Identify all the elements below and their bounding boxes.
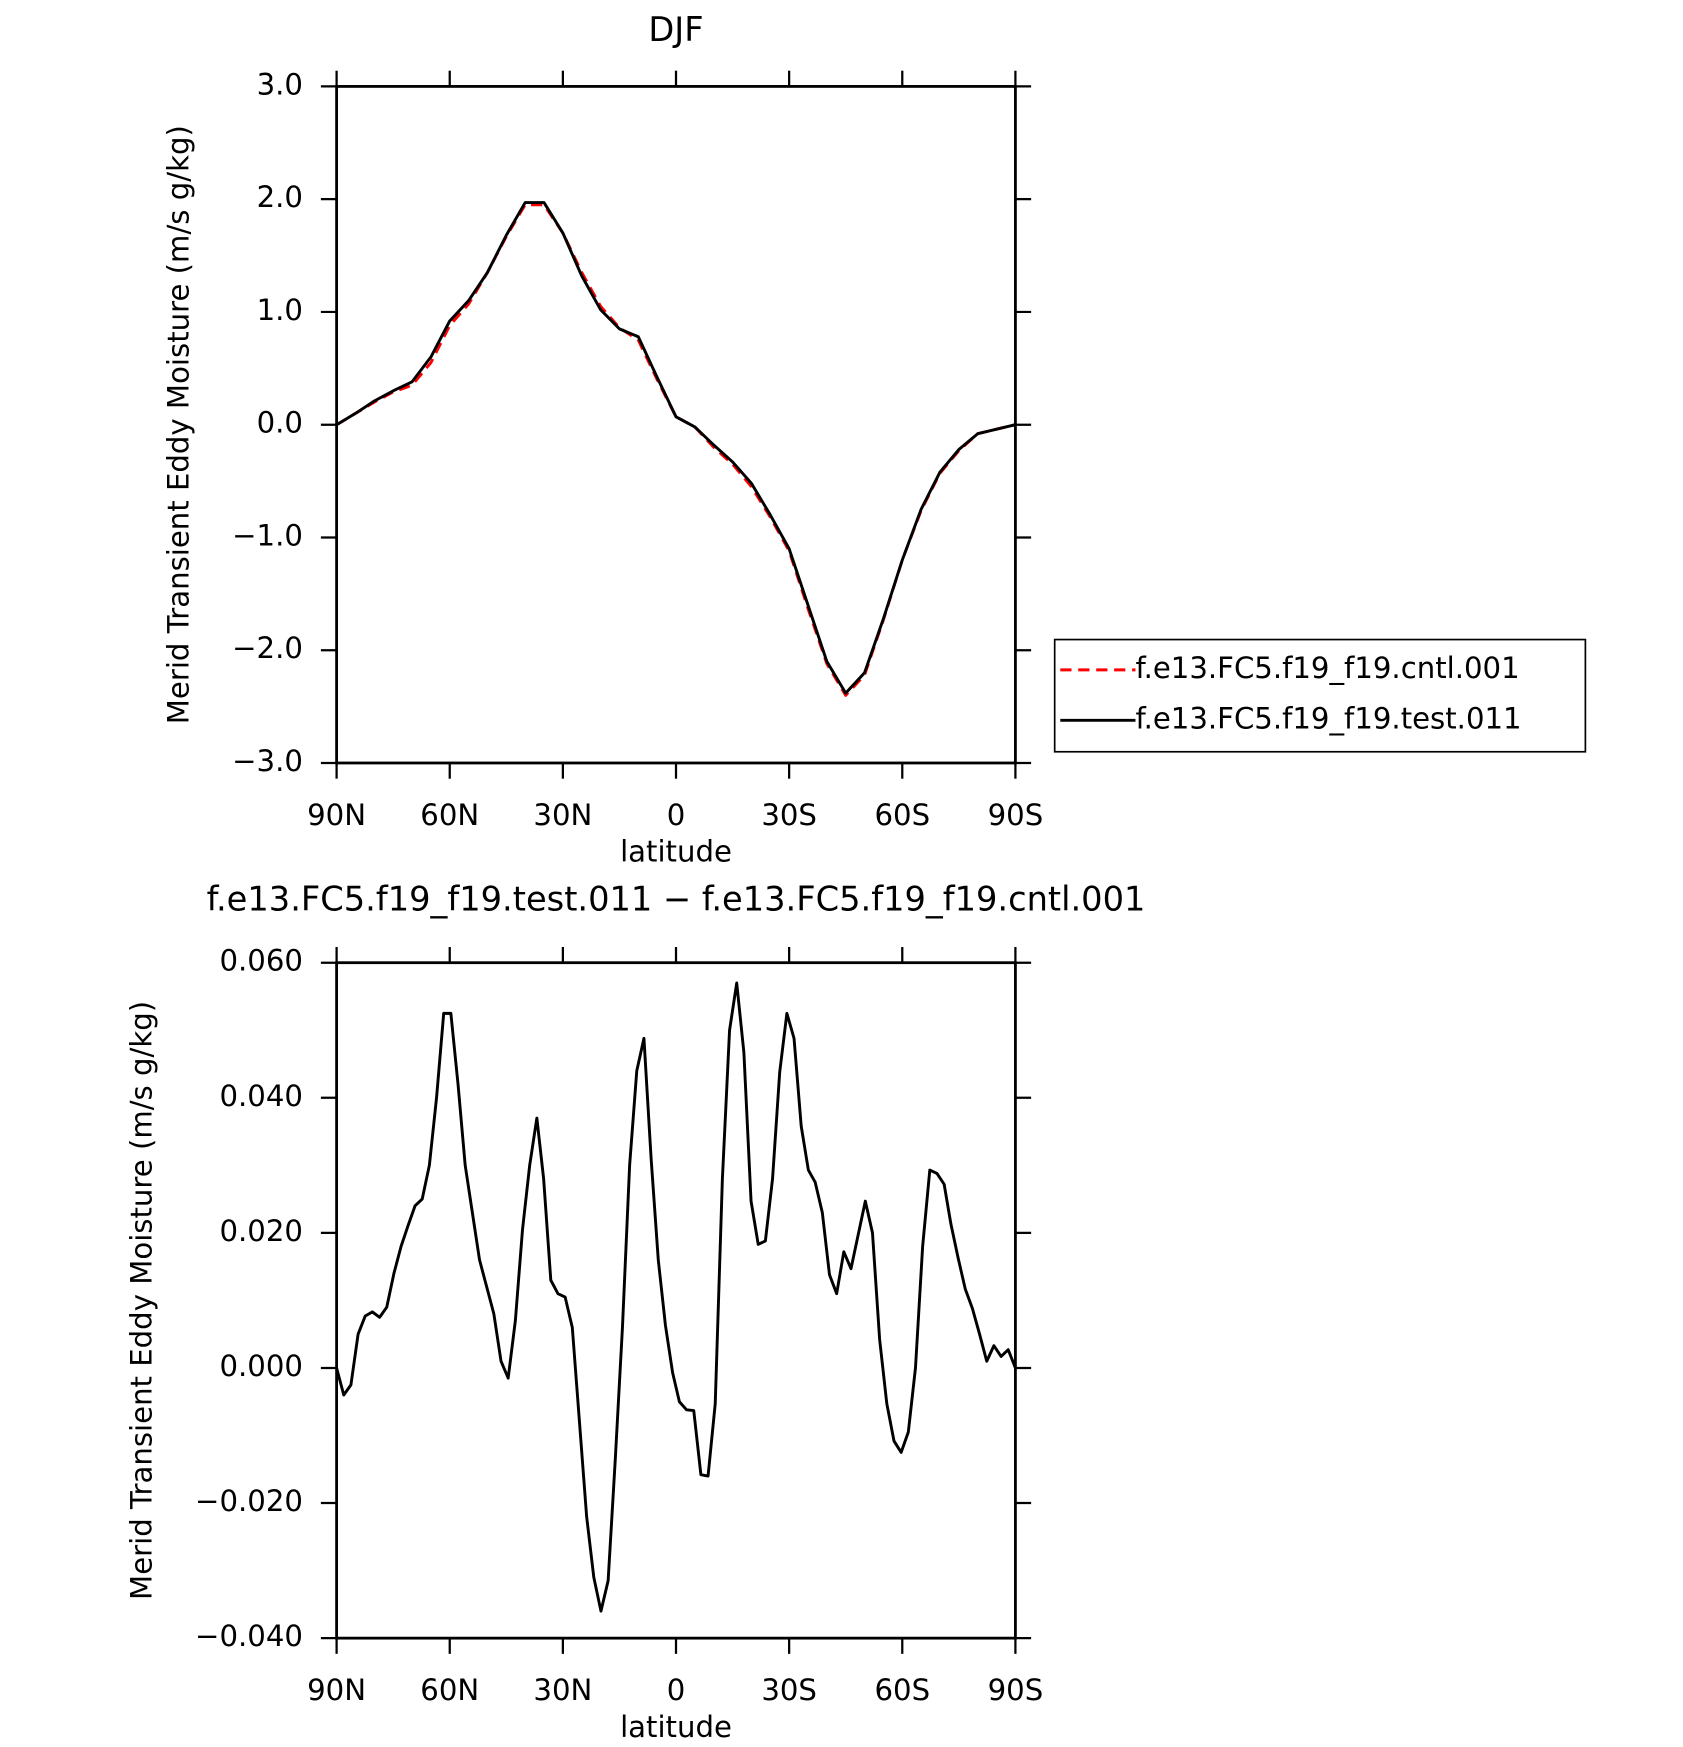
x-axis-label: latitude <box>620 835 732 869</box>
x-tick-label: 60S <box>874 1673 930 1707</box>
plot-frame <box>335 961 1017 1640</box>
x-axis-label: latitude <box>620 1710 732 1744</box>
y-tick-label: −0.040 <box>195 1619 303 1653</box>
legend-label: f.e13.FC5.f19_f19.test.011 <box>1135 701 1521 735</box>
y-tick-label: 1.0 <box>257 293 303 327</box>
x-tick-label: 30N <box>533 798 592 832</box>
x-tick-label: 60N <box>420 1673 479 1707</box>
chart-title: DJF <box>648 10 703 49</box>
x-tick-label: 30S <box>761 1673 817 1707</box>
legend-box <box>1053 638 1587 753</box>
x-tick-label: 0 <box>667 798 686 832</box>
x-tick-label: 30S <box>761 798 817 832</box>
y-tick-label: −2.0 <box>232 631 303 665</box>
x-tick-label: 90S <box>988 1673 1044 1707</box>
y-tick-label: 0.040 <box>219 1079 302 1113</box>
y-tick-label: 0.000 <box>219 1349 302 1383</box>
chart-title: f.e13.FC5.f19_f19.test.011 − f.e13.FC5.f… <box>207 879 1146 918</box>
legend-label: f.e13.FC5.f19_f19.cntl.001 <box>1135 651 1519 685</box>
x-tick-label: 30N <box>533 1673 592 1707</box>
x-tick-label: 90N <box>307 798 366 832</box>
y-axis-label: Merid Transient Eddy Moisture (m/s g/kg) <box>124 1001 158 1600</box>
y-tick-label: 0.020 <box>219 1214 302 1248</box>
x-tick-label: 90S <box>988 798 1044 832</box>
x-tick-label: 60N <box>420 798 479 832</box>
y-tick-label: −3.0 <box>232 744 303 778</box>
y-tick-label: 3.0 <box>257 67 303 101</box>
y-tick-label: 0.0 <box>257 406 303 440</box>
plot-frame <box>335 85 1017 765</box>
y-axis-label: Merid Transient Eddy Moisture (m/s g/kg) <box>161 125 195 724</box>
y-tick-label: 0.060 <box>219 944 302 978</box>
y-tick-label: −0.020 <box>195 1484 303 1518</box>
data-line <box>335 203 1016 697</box>
y-tick-label: 2.0 <box>257 180 303 214</box>
data-line <box>335 981 1017 1613</box>
x-tick-label: 0 <box>667 1673 686 1707</box>
y-tick-label: −1.0 <box>232 518 303 552</box>
x-tick-label: 90N <box>307 1673 366 1707</box>
x-tick-label: 60S <box>874 798 930 832</box>
data-line <box>335 201 1016 695</box>
